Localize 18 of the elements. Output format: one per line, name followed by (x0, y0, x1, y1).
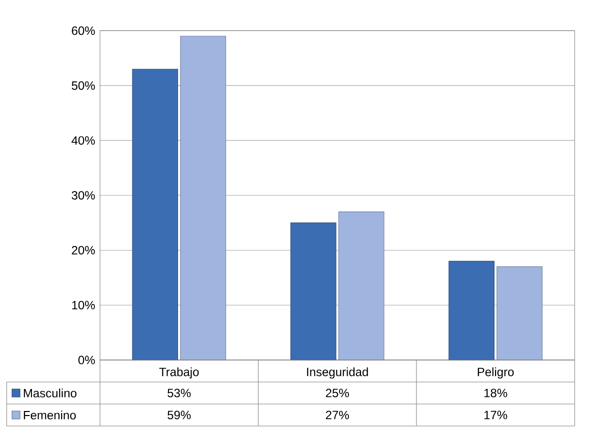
y-tick-label: 60% (72, 26, 95, 35)
data-label: 17% (484, 410, 508, 420)
y-tick-label: 40% (72, 136, 95, 145)
data-label: 27% (326, 410, 349, 420)
y-tick-label: 30% (72, 191, 95, 200)
y-tick-label: 10% (72, 300, 95, 310)
x-tick-label: Inseguridad (307, 367, 368, 379)
x-tick-label: Trabajo (159, 367, 199, 379)
data-label: 53% (168, 388, 191, 398)
data-label: 25% (326, 388, 349, 398)
data-label: 18% (484, 388, 508, 398)
legend-label: Masculino (24, 388, 76, 398)
y-tick-label: 50% (72, 81, 95, 90)
y-tick-label: 20% (72, 246, 95, 254)
legend-label: Femenino (24, 410, 76, 420)
x-tick-label: Peligro (478, 367, 514, 379)
data-label: 59% (168, 410, 191, 420)
y-tick-label: 0% (78, 356, 95, 364)
